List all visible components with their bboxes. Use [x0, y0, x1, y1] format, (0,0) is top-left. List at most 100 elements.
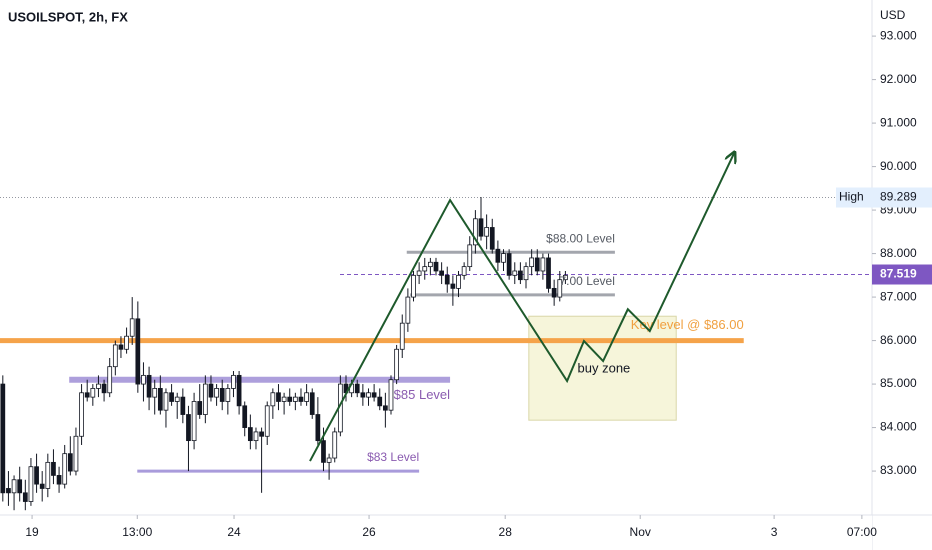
x-tick-label: 19 [25, 525, 39, 539]
x-tick-label: 13:00 [122, 525, 152, 539]
chart-title: USOILSPOT, 2h, FX [8, 9, 128, 24]
x-tick-label: 3 [771, 525, 778, 539]
candle-body [56, 475, 62, 485]
candle-body [259, 431, 264, 437]
candle-body [551, 287, 557, 298]
candle-body [22, 492, 28, 502]
candle-body [247, 427, 253, 442]
candle-body [174, 396, 180, 402]
buy-zone [528, 315, 677, 421]
candle-body [450, 283, 456, 289]
candle-body [326, 457, 332, 463]
last-price-badge [872, 264, 932, 285]
candle-body [28, 466, 34, 502]
candle-body [399, 322, 405, 350]
last-price-label: 87.519 [880, 267, 917, 281]
candle-body [439, 270, 444, 276]
candle-body [135, 318, 141, 385]
candle-body [444, 274, 450, 285]
candle-body [371, 392, 377, 398]
candle-body [101, 383, 107, 394]
candle-body [124, 335, 129, 350]
x-tick-label: Nov [630, 525, 651, 539]
candle-body [456, 274, 461, 289]
candle-body [62, 453, 68, 485]
candle-body [141, 374, 146, 385]
candle-body [219, 388, 225, 402]
candle-body [73, 435, 79, 472]
projection-path [309, 153, 734, 462]
y-tick-label: 90.000 [880, 159, 917, 173]
candle-body [129, 318, 135, 337]
y-tick-label: 85.000 [880, 376, 917, 390]
candle-body [315, 414, 321, 442]
candle-body [382, 405, 388, 411]
y-tick-label: 88.000 [880, 246, 917, 260]
candle-body [529, 257, 535, 268]
candle-body [484, 227, 490, 237]
candle-body [523, 266, 529, 281]
candle-body [473, 218, 478, 246]
candle-body [292, 396, 298, 402]
currency-label: USD [880, 8, 906, 22]
candle-body [180, 396, 186, 415]
candle-body [506, 253, 512, 276]
candle-body [236, 374, 242, 407]
level-label: Key level @ $86.00 [631, 317, 744, 332]
candle-body [214, 388, 219, 398]
candle-body [366, 392, 371, 398]
candle-body [90, 388, 96, 398]
candle-body [461, 266, 467, 276]
candle-body [321, 440, 326, 463]
candle-body [191, 401, 197, 442]
candle-body [34, 466, 39, 485]
candle-body [354, 383, 360, 394]
candle-body [118, 344, 124, 350]
candle-body [79, 392, 84, 437]
candle-body [309, 392, 315, 415]
candle-body [152, 388, 158, 398]
candle-body [281, 396, 287, 402]
y-tick-label: 92.000 [880, 72, 917, 86]
candle-body [163, 392, 169, 411]
plot-area: Key level @ $86.00 $85 Level $83 Level $88.… [0, 153, 872, 511]
high-badge [836, 187, 932, 208]
x-tick-label: 07:00 [847, 525, 877, 539]
candle-body [298, 396, 304, 402]
candle-body [287, 396, 293, 402]
candle-body [107, 366, 113, 394]
level-label: $85 Level [394, 387, 450, 402]
y-tick-label: 87.000 [880, 289, 917, 303]
high-value: 89.289 [880, 190, 917, 204]
candle-body [489, 227, 495, 250]
candle-body [495, 248, 501, 263]
candle-body [11, 479, 17, 494]
candle-body [332, 431, 338, 459]
candle-body [433, 261, 439, 272]
y-tick-label: 83.000 [880, 463, 917, 477]
candle-body [377, 396, 383, 407]
candle-body [270, 392, 276, 407]
candle-body [84, 392, 90, 398]
candle-body [45, 461, 51, 489]
candle-body [276, 392, 281, 402]
candle-body [264, 405, 270, 437]
y-tick-label: 86.000 [880, 333, 917, 347]
candle-body [186, 414, 191, 442]
candle-body [416, 270, 422, 276]
candle-body [411, 274, 416, 298]
candle-body [231, 374, 236, 389]
candle-body [197, 401, 203, 415]
y-tick-label: 84.000 [880, 420, 917, 434]
candle-body [467, 244, 473, 268]
candle-body [169, 392, 174, 402]
level-label: 7.00 Level [560, 274, 615, 288]
candle-body [51, 461, 56, 476]
candle-body [157, 388, 163, 411]
candle-body [112, 344, 118, 368]
candle-body [512, 270, 518, 276]
candle-body [67, 453, 73, 472]
candle-body [208, 383, 214, 398]
candle-body [253, 431, 259, 442]
candle-body [557, 279, 563, 298]
